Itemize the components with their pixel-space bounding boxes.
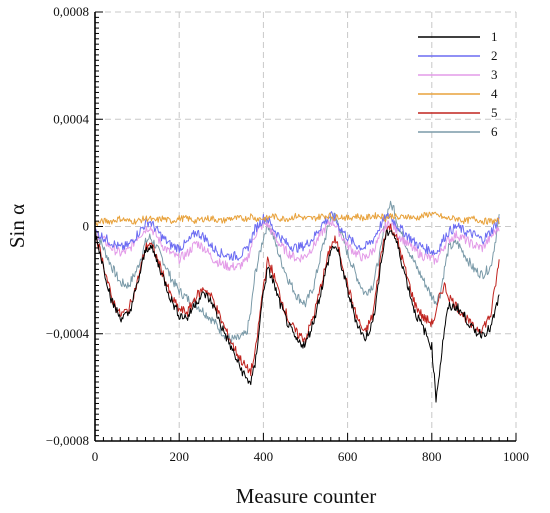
- legend-label-5: 5: [491, 105, 498, 120]
- legend-label-4: 4: [491, 86, 498, 101]
- x-tick-label: 400: [254, 449, 274, 464]
- legend: 1 2 3 4 5 6: [418, 29, 498, 139]
- series-line-1: [94, 229, 500, 403]
- x-tick-label: 600: [338, 449, 358, 464]
- x-tick-label: 800: [422, 449, 442, 464]
- x-tick-label: 1000: [503, 449, 529, 464]
- legend-label-3: 3: [491, 67, 498, 82]
- series-lines: [94, 200, 500, 403]
- y-tick-label: −0,0004: [46, 326, 90, 341]
- y-tick-label: 0,0008: [53, 4, 89, 19]
- y-tick-label: 0: [83, 219, 90, 234]
- x-axis-title: Measure counter: [236, 484, 377, 508]
- ticks: 0 200 400 600 800 1000 −0,0008 −0,0004 0 0,0004 0,…: [46, 4, 529, 464]
- grid: [95, 11, 517, 441]
- x-tick-label: 200: [169, 449, 189, 464]
- legend-label-6: 6: [491, 124, 498, 139]
- series-line-3: [94, 218, 500, 271]
- legend-label-2: 2: [491, 48, 498, 63]
- y-tick-label: 0,0004: [53, 111, 89, 126]
- series-line-2: [94, 211, 500, 261]
- series-line-6: [94, 200, 500, 344]
- x-tick-label: 0: [92, 449, 99, 464]
- y-axis-title: Sin α: [5, 204, 29, 248]
- y-tick-label: −0,0008: [46, 433, 89, 448]
- legend-label-1: 1: [491, 29, 498, 44]
- series-line-4: [94, 211, 500, 226]
- series-line-5: [94, 223, 500, 377]
